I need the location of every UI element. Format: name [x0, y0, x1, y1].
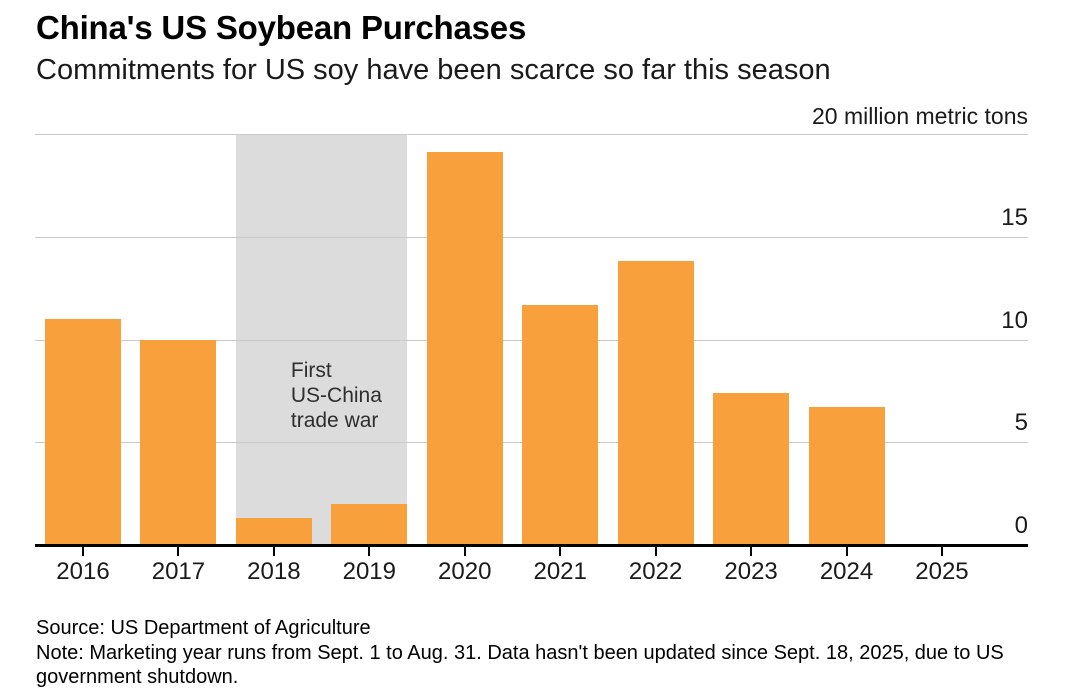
x-axis-tick-2017	[177, 547, 180, 556]
x-axis-tick-2019	[368, 547, 371, 556]
trade-war-annotation-line: US-China	[290, 384, 382, 407]
y-axis-label-5: 5	[1014, 409, 1028, 437]
bar-2022	[617, 261, 694, 545]
source-text: Source: US Department of Agriculture	[36, 617, 371, 639]
chart-footer: Source: US Department of Agriculture Not…	[36, 616, 1038, 690]
trade-war-annotation: First US-China trade war	[291, 358, 382, 433]
x-axis-tick-2016	[82, 547, 84, 556]
x-axis-label-2025: 2025	[915, 558, 969, 585]
x-axis-tick-2018	[272, 547, 275, 556]
bar-2024	[808, 407, 885, 545]
x-axis-label-2017: 2017	[151, 558, 206, 585]
note-text: Note: Marketing year runs from Sept. 1 t…	[36, 641, 1004, 689]
gridline-20	[35, 134, 1028, 135]
y-axis-label-15: 15	[1001, 203, 1028, 231]
x-axis-label-2021: 2021	[533, 558, 587, 585]
bar-2020	[426, 152, 503, 545]
y-axis-label-0: 0	[1014, 512, 1028, 539]
x-axis-line	[35, 544, 1028, 547]
y-axis-label-10: 10	[1001, 306, 1028, 334]
y-axis-unit-label: 20 million metric tons	[811, 103, 1028, 129]
bar-2019	[331, 503, 408, 545]
x-axis-label-2020: 2020	[438, 558, 492, 585]
x-axis-tick-2024	[845, 547, 848, 556]
x-axis-label-2018: 2018	[247, 558, 301, 585]
bar-2017	[140, 339, 217, 545]
chart-subtitle: Commitments for US soy have been scarce …	[36, 54, 831, 86]
bar-2016	[45, 318, 121, 545]
chart-title: China's US Soybean Purchases	[36, 9, 527, 46]
x-axis-label-2016: 2016	[56, 558, 110, 585]
x-axis-label-2019: 2019	[342, 558, 396, 585]
x-axis-tick-2023	[750, 547, 753, 556]
bar-2018	[235, 518, 312, 545]
x-axis-label-2023: 2023	[724, 558, 778, 585]
x-axis-tick-2020	[463, 547, 466, 556]
x-axis-tick-2021	[559, 547, 562, 556]
trade-war-annotation-line: trade war	[290, 409, 379, 432]
x-axis-tick-2022	[654, 547, 657, 556]
x-axis-label-2022: 2022	[628, 558, 683, 585]
trade-war-annotation-line: First	[290, 359, 332, 382]
bar-2023	[713, 392, 790, 545]
x-axis-tick-2025	[940, 547, 943, 556]
x-axis-label-2024: 2024	[819, 558, 874, 585]
bar-2021	[522, 304, 599, 545]
gridline-15	[35, 236, 1028, 238]
